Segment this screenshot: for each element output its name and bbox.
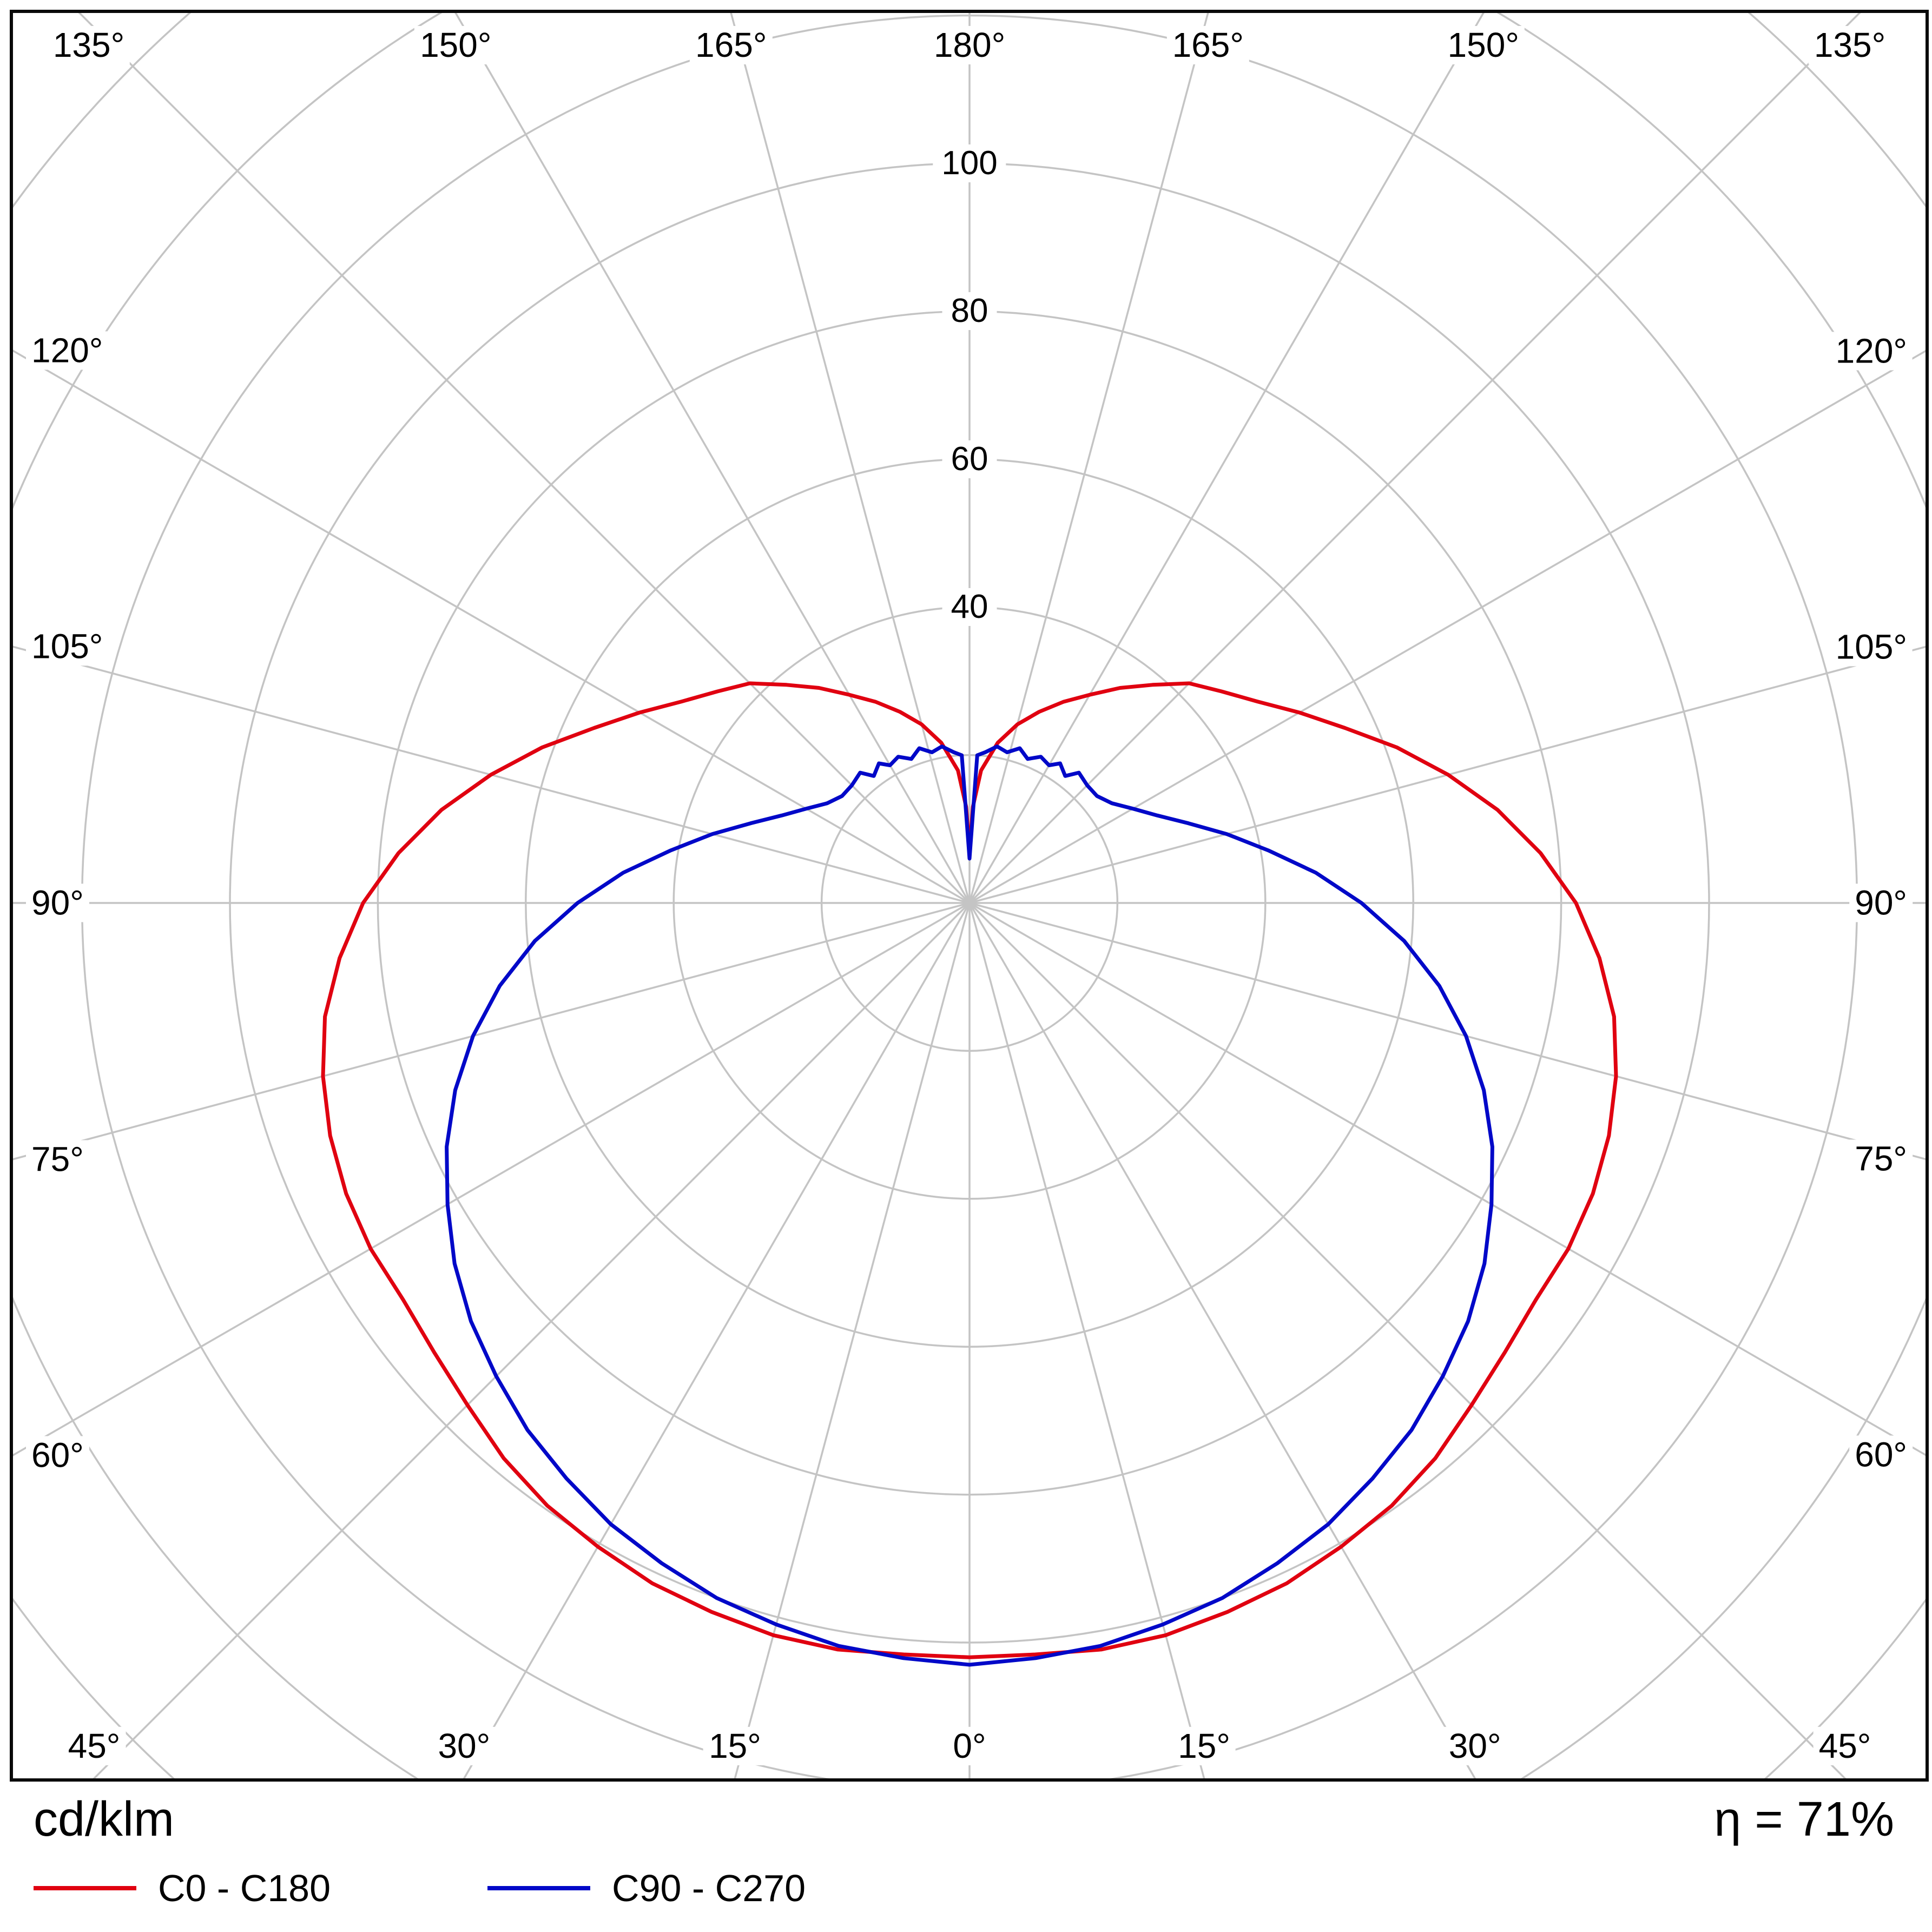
grid-spoke-60-left	[13, 902, 970, 1456]
grid-spoke-15-left	[734, 902, 971, 1778]
legend-line-c0-c180	[34, 1886, 136, 1890]
grid-spoke-150-left	[454, 13, 971, 904]
curve-c90-c270	[445, 744, 1494, 1667]
grid-spoke-135-right	[968, 13, 1861, 904]
efficiency-label: η = 71%	[1714, 1792, 1894, 1847]
grid-spoke-75-right	[969, 902, 1926, 1160]
legend: C0 - C180 C90 - C270	[34, 1869, 806, 1907]
grid-spoke-165-right	[968, 13, 1209, 904]
grid-spoke-120-left	[13, 350, 970, 904]
polar-diagram: 0° 15° 15° 30° 30° 45° 45° 60° 60° 75° 75° 90° 90° 10…	[10, 10, 1929, 1782]
grid-spoke-150-right	[968, 13, 1485, 904]
grid-spoke-15-right	[968, 902, 1205, 1778]
grid-spoke-75-left	[13, 902, 970, 1160]
units-label: cd/klm	[34, 1792, 175, 1847]
curve-c0-c180	[321, 681, 1618, 1659]
grid-spoke-135-left	[78, 13, 971, 904]
grid-spoke-105-right	[969, 645, 1926, 904]
legend-line-c90-c270	[487, 1886, 591, 1890]
legend-label-c90-c270: C90 - C270	[612, 1867, 806, 1909]
grid-spoke-60-right	[969, 902, 1926, 1456]
grid-spoke-45-left	[93, 902, 971, 1778]
polar-grid-and-curves	[13, 13, 1926, 1778]
grid-spoke-45-right	[968, 902, 1847, 1778]
legend-label-c0-c180: C0 - C180	[158, 1867, 331, 1909]
grid-spoke-105-left	[13, 645, 970, 904]
grid-spoke-30-left	[463, 902, 971, 1778]
grid-spoke-120-right	[969, 350, 1926, 904]
grid-spoke-165-left	[730, 13, 971, 904]
grid-spoke-30-right	[968, 902, 1476, 1778]
